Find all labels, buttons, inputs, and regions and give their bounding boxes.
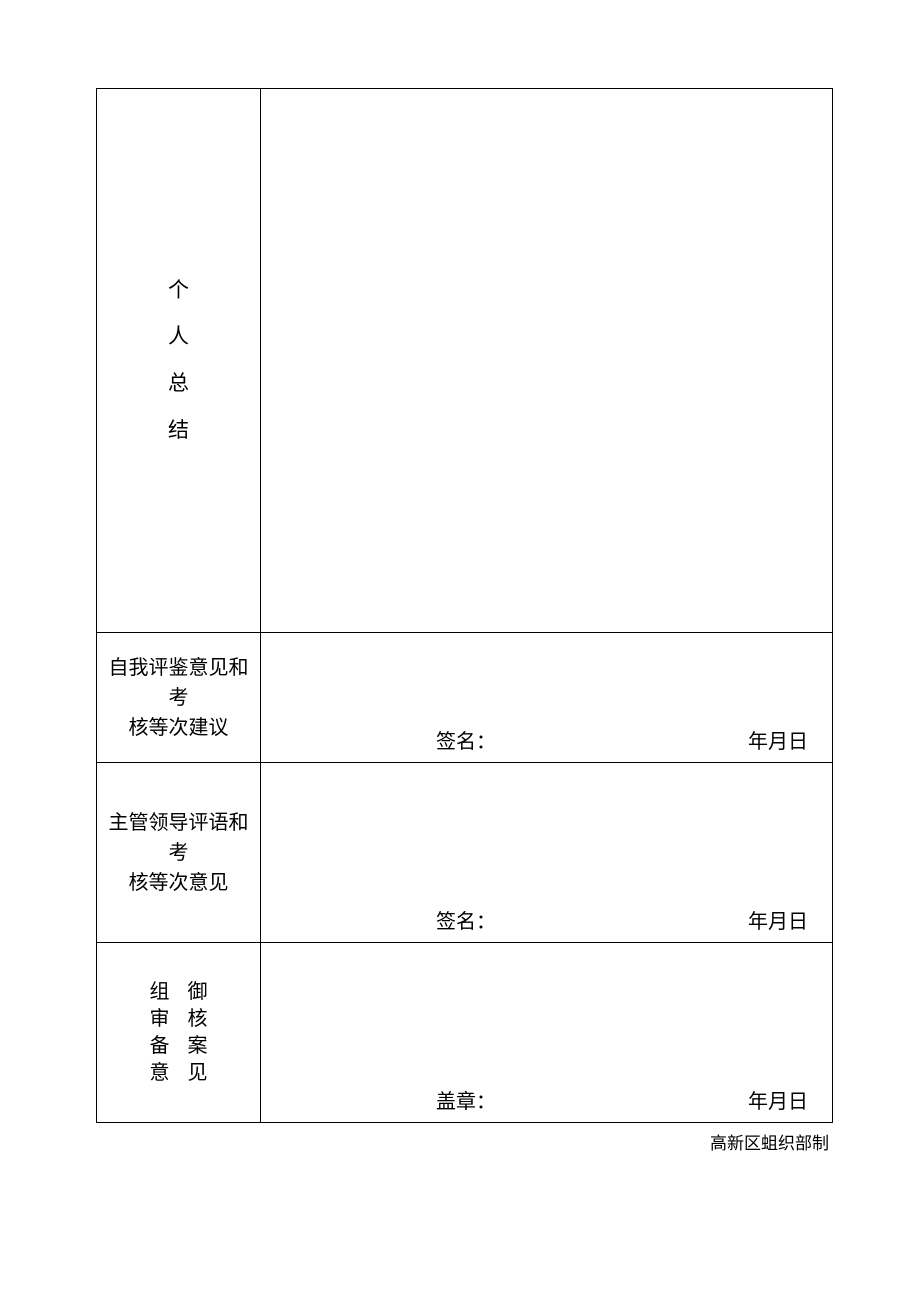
c2-4: 见 [188,1060,208,1087]
char-4: 结 [168,414,189,448]
label-line-1: 主管领导评语和考 [105,808,252,868]
c1-1: 组 [150,979,170,1006]
c1-2: 审 [150,1006,170,1033]
signature-label: 签名： [436,725,496,754]
char-1: 个 [168,274,189,308]
signature-line-org-review: 盖章： 年月日 [261,1085,832,1114]
label-self-eval: 自我评鉴意见和考 核等次建议 [97,633,261,763]
c2-1: 御 [188,979,208,1006]
content-org-review: 盖章： 年月日 [261,943,833,1123]
footer-text: 高新区蛆织部制 [96,1129,833,1154]
col-2: 御 核 案 见 [188,979,208,1087]
content-self-eval: 签名： 年月日 [261,633,833,763]
vertical-label: 个 人 总 结 [168,261,189,460]
c2-2: 核 [188,1006,208,1033]
col-1: 组 审 备 意 [150,979,170,1087]
c2-3: 案 [188,1033,208,1060]
content-supervisor: 签名： 年月日 [261,763,833,943]
row-org-review: 组 审 备 意 御 核 案 见 盖章： 年月日 [97,943,833,1123]
label-supervisor: 主管领导评语和考 核等次意见 [97,763,261,943]
row-supervisor: 主管领导评语和考 核等次意见 签名： 年月日 [97,763,833,943]
label-org-review: 组 审 备 意 御 核 案 见 [97,943,261,1123]
assessment-form-table: 个 人 总 结 自我评鉴意见和考 核等次建议 签名： 年月日 主管领导评语和考 [96,88,833,1123]
two-line-label: 主管领导评语和考 核等次意见 [97,808,260,898]
label-line-1: 自我评鉴意见和考 [105,653,252,713]
date-label: 年月日 [748,1085,808,1114]
label-personal-summary: 个 人 总 结 [97,89,261,633]
row-personal-summary: 个 人 总 结 [97,89,833,633]
signature-line-self-eval: 签名： 年月日 [261,725,832,754]
c1-3: 备 [150,1033,170,1060]
date-label: 年月日 [748,905,808,934]
two-col-label: 组 审 备 意 御 核 案 见 [97,979,260,1087]
signature-label: 签名： [436,905,496,934]
label-line-2: 核等次意见 [105,868,252,898]
two-line-label: 自我评鉴意见和考 核等次建议 [97,653,260,743]
date-label: 年月日 [748,725,808,754]
c1-4: 意 [150,1060,170,1087]
content-personal-summary [261,89,833,633]
label-line-2: 核等次建议 [105,713,252,743]
char-2: 人 [168,320,189,354]
char-3: 总 [168,367,189,401]
stamp-label: 盖章： [436,1085,496,1114]
signature-line-supervisor: 签名： 年月日 [261,905,832,934]
row-self-eval: 自我评鉴意见和考 核等次建议 签名： 年月日 [97,633,833,763]
